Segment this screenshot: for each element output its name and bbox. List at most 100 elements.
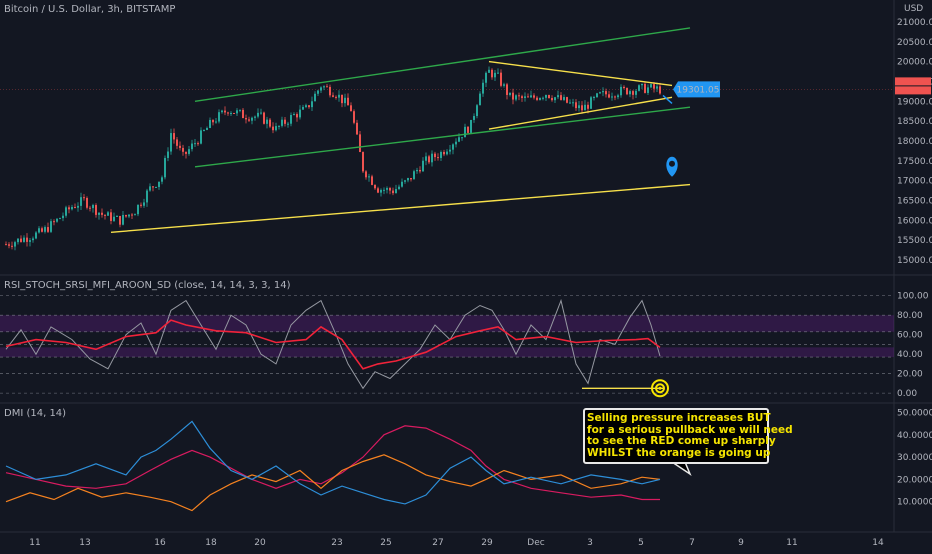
candle-body xyxy=(572,102,574,104)
candle-body xyxy=(569,102,571,104)
candle-body xyxy=(119,215,121,225)
candle-body xyxy=(188,149,190,154)
indicator-title-oscillator[interactable]: RSI_STOCH_SRSI_MFI_AROON_SD (close, 14, … xyxy=(4,280,291,291)
candle-body xyxy=(149,186,151,191)
candle-body xyxy=(479,93,481,106)
candle-body xyxy=(557,95,559,98)
candle-body xyxy=(413,171,415,180)
time-axis-tick: 9 xyxy=(738,538,744,548)
candle-body xyxy=(551,98,553,101)
candle-body xyxy=(530,95,532,98)
candle-body xyxy=(395,189,397,194)
candle-body xyxy=(539,97,541,100)
time-axis-tick: Dec xyxy=(527,538,544,548)
candle-body xyxy=(278,125,280,127)
candle-body xyxy=(89,207,91,209)
candle-body xyxy=(32,238,34,241)
candle-body xyxy=(380,189,382,193)
candle-body xyxy=(440,151,442,158)
candle-body xyxy=(65,207,67,216)
candle-body xyxy=(497,72,499,74)
time-axis-tick: 23 xyxy=(331,538,342,548)
candle-body xyxy=(608,94,610,98)
candle-body xyxy=(116,215,118,217)
candle-body xyxy=(194,143,196,145)
candle-body xyxy=(443,151,445,155)
candle-body xyxy=(392,190,394,194)
candle-body xyxy=(179,145,181,148)
candle-body xyxy=(80,197,82,206)
candle-body xyxy=(518,95,520,97)
candle-body xyxy=(266,119,268,124)
candle-body xyxy=(110,212,112,221)
dmi-axis-tick: 20.0000 xyxy=(897,475,932,485)
candle-body xyxy=(458,137,460,142)
time-axis-tick: 13 xyxy=(79,538,90,548)
candle-body xyxy=(203,130,205,132)
candle-body xyxy=(239,109,241,111)
candle-body xyxy=(566,97,568,103)
price-axis-tick: 19000.00 xyxy=(897,97,932,107)
time-axis-tick: 25 xyxy=(380,538,391,548)
candle-body xyxy=(50,221,52,232)
candle-body xyxy=(347,97,349,106)
candle-body xyxy=(488,69,490,73)
time-axis-tick: 14 xyxy=(872,538,884,548)
price-axis-tick: 20500.00 xyxy=(897,38,932,48)
candle-body xyxy=(644,83,646,93)
candle-body xyxy=(293,114,295,116)
candle-body xyxy=(647,87,649,93)
candle-body xyxy=(401,181,403,187)
candle-body xyxy=(455,141,457,145)
candle-body xyxy=(509,92,511,95)
indicator-title-dmi[interactable]: DMI (14, 14) xyxy=(4,408,67,419)
candle-body xyxy=(233,112,235,114)
candle-body xyxy=(356,122,358,135)
candle-body xyxy=(59,218,61,220)
channel-upper-line xyxy=(194,27,691,102)
candle-body xyxy=(44,227,46,232)
candle-body xyxy=(344,97,346,104)
candle-body xyxy=(326,86,328,88)
candle-body xyxy=(563,97,565,100)
candle-body xyxy=(434,153,436,158)
candle-body xyxy=(350,105,352,112)
candle-body xyxy=(614,96,616,98)
candle-body xyxy=(305,105,307,107)
candle-body xyxy=(227,112,229,114)
candle-body xyxy=(590,97,592,109)
candle-body xyxy=(248,119,250,121)
channel-lower-line xyxy=(194,106,691,168)
candle-body xyxy=(320,87,322,91)
currency-label: USD xyxy=(904,4,924,14)
candle-body xyxy=(161,177,163,182)
candle-body xyxy=(95,205,97,215)
location-pin-hole xyxy=(669,160,675,167)
annotation-callout[interactable]: Selling pressure increases BUT for a ser… xyxy=(583,408,793,464)
candle-body xyxy=(98,212,100,215)
candle-body xyxy=(623,86,625,88)
candle-body xyxy=(476,105,478,117)
candle-body xyxy=(596,93,598,98)
candle-body xyxy=(5,244,7,246)
candle-body xyxy=(287,123,289,125)
candle-body xyxy=(362,152,364,172)
candle-body xyxy=(332,95,334,97)
candle-body xyxy=(506,84,508,95)
price-axis-tick: 21000.00 xyxy=(897,18,932,28)
target-icon-dot xyxy=(658,386,662,390)
candle-body xyxy=(236,110,238,114)
candle-body xyxy=(71,206,73,210)
candle-body xyxy=(629,91,631,95)
candle-body xyxy=(653,84,655,89)
candle-body xyxy=(635,90,637,95)
candle-body xyxy=(269,119,271,127)
candle-body xyxy=(341,94,343,104)
candle-body xyxy=(545,95,547,98)
price-axis-tick: 15000.00 xyxy=(897,256,932,266)
candle-body xyxy=(575,102,577,109)
candle-body xyxy=(68,207,70,210)
candle-body xyxy=(389,188,391,191)
